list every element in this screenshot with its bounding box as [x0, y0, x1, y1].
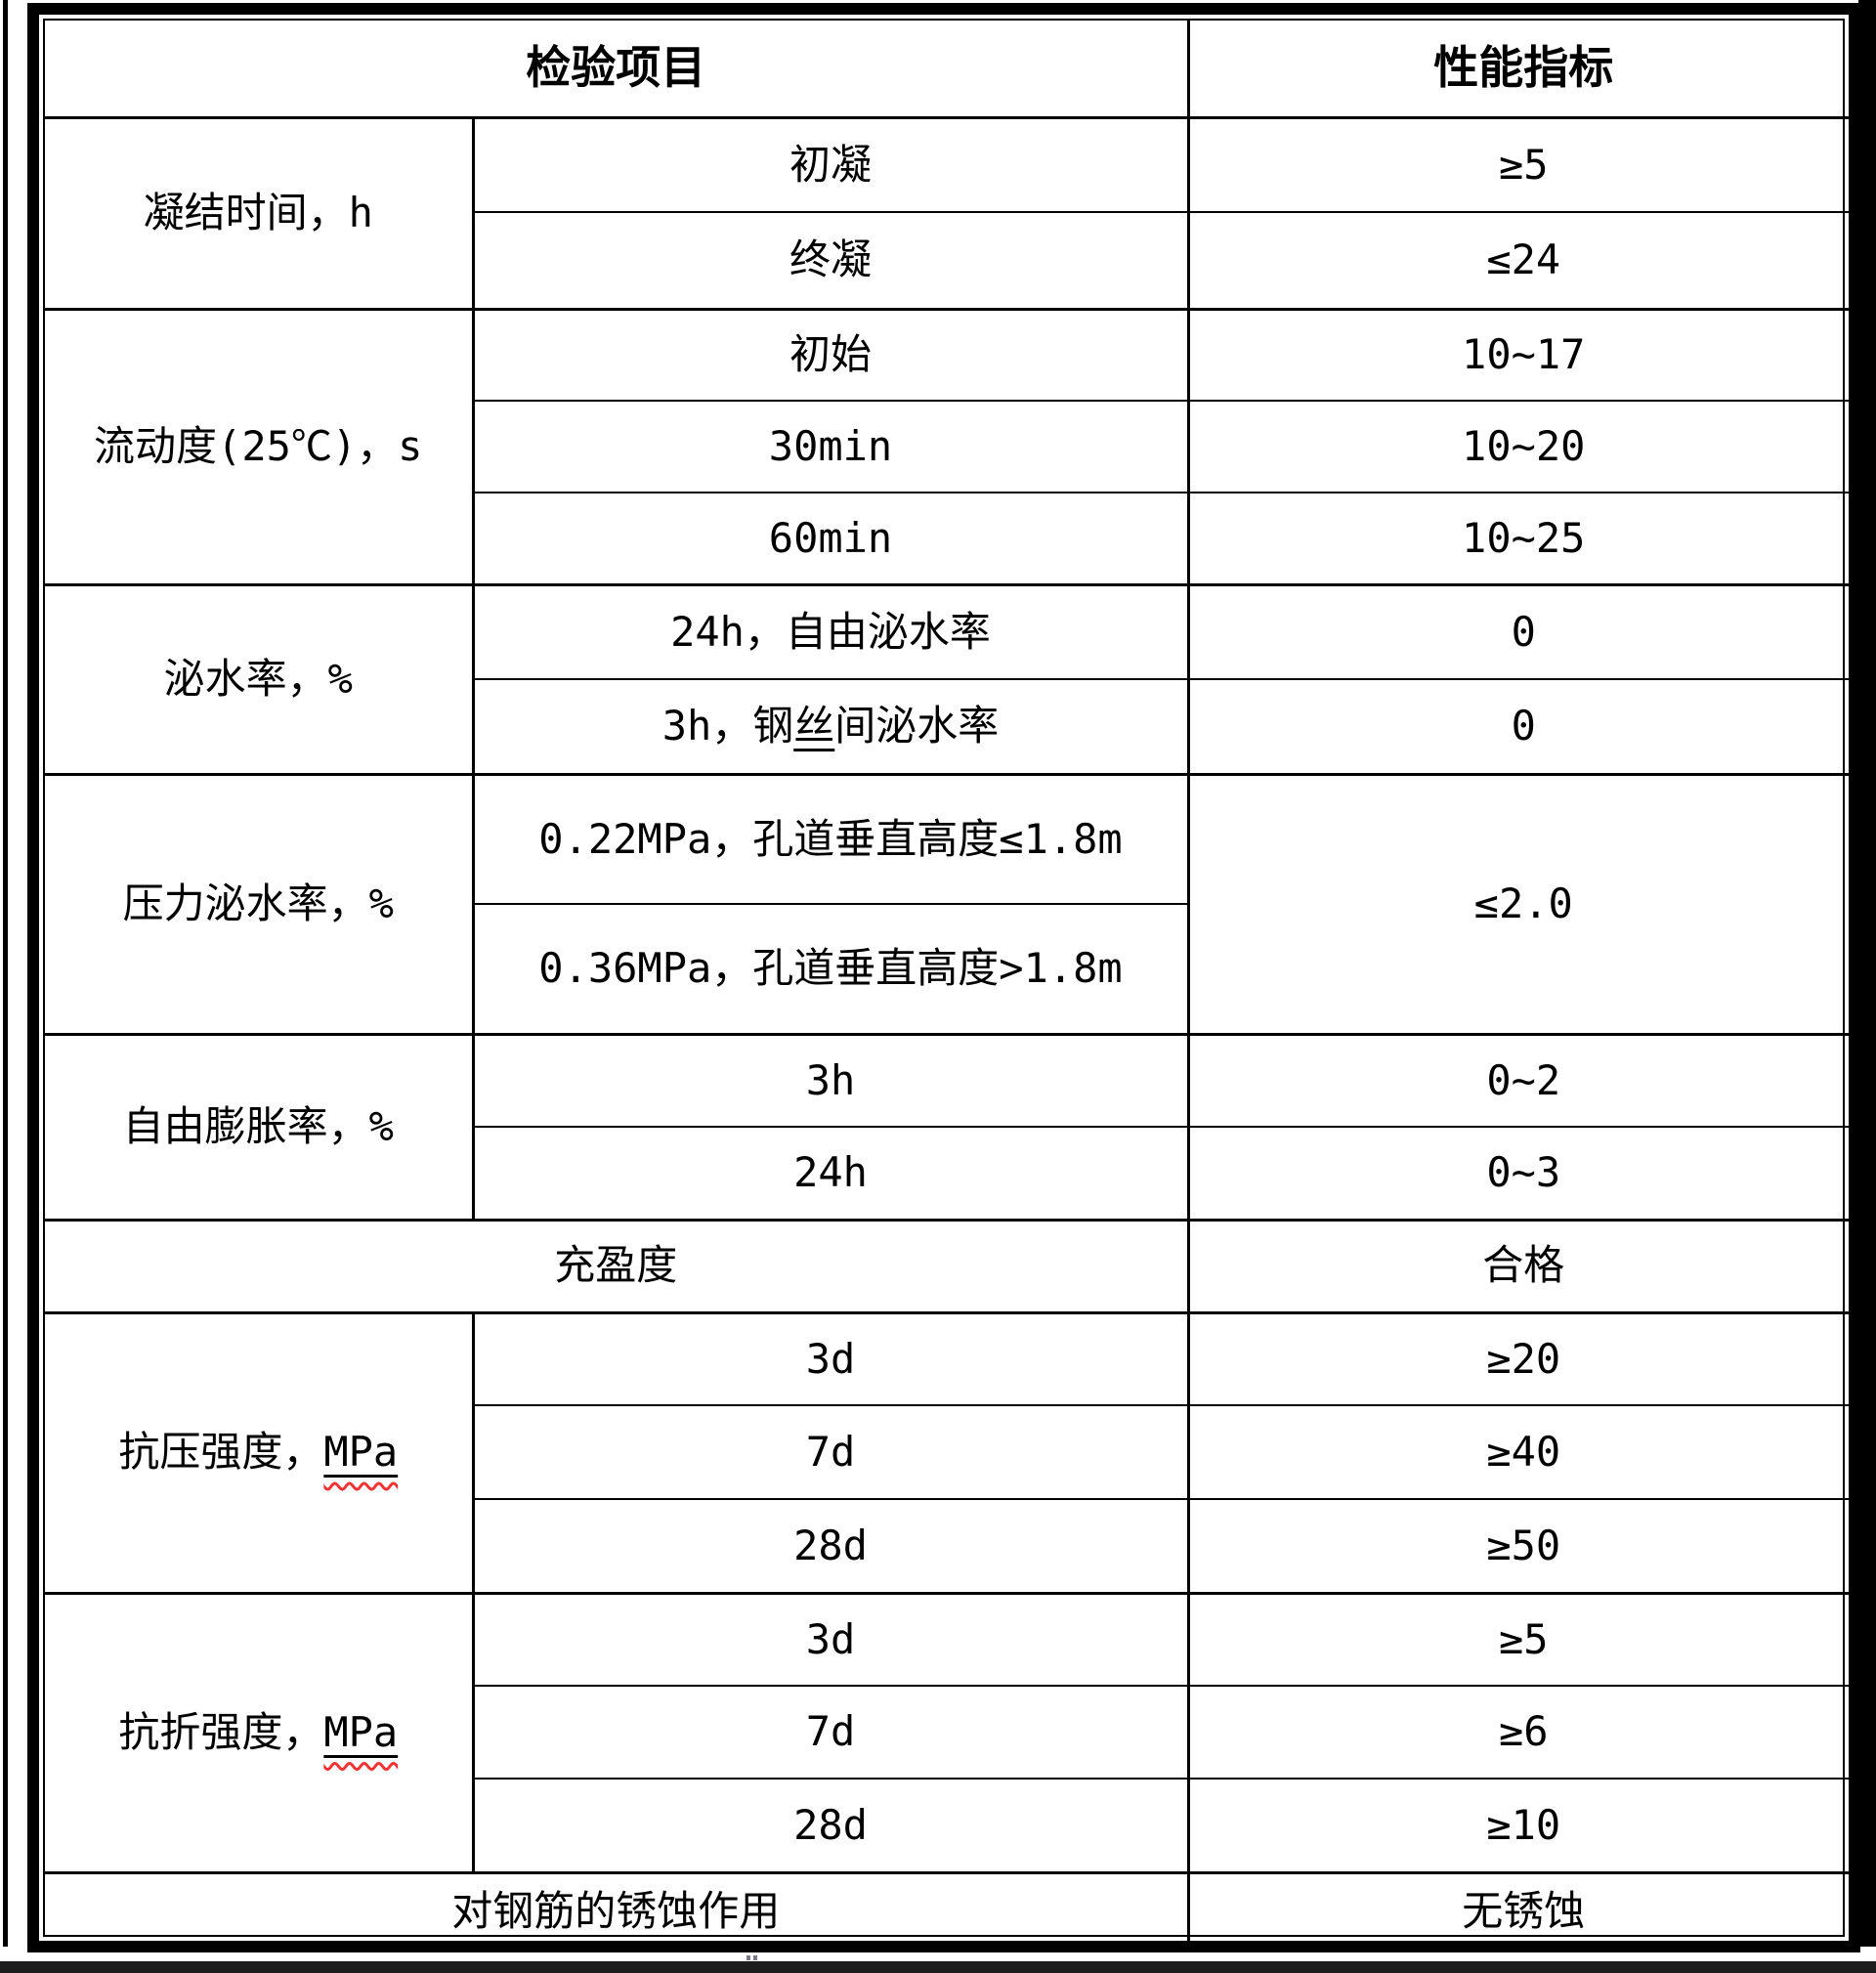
group-label-bleeding: 泌水率，% — [45, 582, 473, 774]
cell-flexural-7d-sub: 7d — [471, 1685, 1188, 1779]
row-fluidity-initial: 流动度(25℃)，s 初始 10~17 — [45, 307, 1857, 584]
cell-flexural-28d-sub: 28d — [471, 1778, 1188, 1872]
cell-expansion-24h-value: 0~3 — [1186, 1126, 1857, 1220]
cell-compressive-7d-sub: 7d — [471, 1404, 1188, 1499]
cell-compressive-7d-value: ≥40 — [1186, 1404, 1857, 1499]
group-label-compressive: 抗压强度，MPa — [45, 1310, 473, 1593]
artifact-dot — [753, 1955, 757, 1960]
cell-expansion-3h-value: 0~2 — [1186, 1032, 1857, 1127]
cell-fluidity-initial-sub: 初始 — [471, 307, 1188, 401]
group-label-fluidity: 流动度(25℃)，s — [45, 307, 473, 584]
page-bottom-bar — [0, 1961, 1876, 1973]
cell-bleeding-free-sub: 24h，自由泌水率 — [471, 582, 1188, 679]
spec-table: 检验项目 性能指标 凝结时间，h 初凝 ≥5 终凝 ≤24 流动度(25℃)，s… — [45, 21, 1857, 1949]
wire-sub-underlined-char: 丝 — [793, 702, 835, 751]
cell-flexural-28d-value: ≥10 — [1186, 1778, 1857, 1872]
row-corrosion: 对钢筋的锈蚀作用 无锈蚀 — [45, 1870, 1857, 1949]
flexural-unit-mpa: MPa — [323, 1707, 399, 1756]
wire-sub-prefix: 3h，钢 — [661, 702, 794, 751]
row-pressure-high: 0.36MPa，孔道垂直高度>1.8m — [45, 903, 1857, 1034]
cell-pressure-high-sub: 0.36MPa，孔道垂直高度>1.8m — [471, 903, 1188, 1034]
group-label-pressure-bleeding: 压力泌水率，% — [45, 772, 473, 1034]
compressive-unit-mpa: MPa — [323, 1428, 399, 1477]
row-fluidity-30min: 30min 10~20 — [45, 400, 1857, 493]
cell-pressure-low-sub: 0.22MPa，孔道垂直高度≤1.8m — [471, 772, 1188, 904]
page-right-border-bar — [1858, 0, 1876, 1947]
cell-fluidity-30min-value: 10~20 — [1186, 400, 1857, 493]
header-cell-item: 检验项目 — [526, 41, 706, 95]
cell-corrosion-label: 对钢筋的锈蚀作用 — [45, 1870, 1188, 1949]
cell-flexural-3d-sub: 3d — [471, 1591, 1188, 1686]
row-setting-final: 终凝 ≤24 — [45, 211, 1857, 309]
cell-expansion-24h-sub: 24h — [471, 1126, 1188, 1220]
cell-compressive-28d-value: ≥50 — [1186, 1498, 1857, 1593]
group-label-setting-time: 凝结时间，h — [45, 115, 473, 309]
table-outer-border: 检验项目 性能指标 凝结时间，h 初凝 ≥5 终凝 ≤24 流动度(25℃)，s… — [27, 3, 1860, 1952]
wire-sub-suffix: 间泌水率 — [834, 702, 1000, 751]
cell-bleeding-wire-value: 0 — [1186, 678, 1857, 774]
cell-setting-final-sub: 终凝 — [471, 211, 1188, 309]
cell-fluidity-30min-sub: 30min — [471, 400, 1188, 493]
compressive-unit-squiggle: MPa — [323, 1428, 398, 1476]
group-label-flexural: 抗折强度，MPa — [45, 1591, 473, 1872]
cell-setting-initial-sub: 初凝 — [471, 115, 1188, 212]
cell-corrosion-value: 无锈蚀 — [1186, 1870, 1857, 1949]
cell-pressure-merged-value: ≤2.0 — [1186, 772, 1857, 1034]
flexural-unit-squiggle: MPa — [323, 1708, 398, 1756]
row-fluidity-60min: 60min 10~25 — [45, 492, 1857, 584]
header-cell-index: 性能指标 — [1186, 21, 1857, 117]
row-compressive-28d: 28d ≥50 — [45, 1498, 1857, 1593]
header-row: 检验项目 性能指标 — [45, 21, 1857, 117]
row-fullness: 充盈度 合格 — [45, 1218, 1857, 1312]
row-flexural-28d: 28d ≥10 — [45, 1778, 1857, 1872]
compressive-label-prefix: 抗压强度， — [118, 1428, 324, 1477]
row-expansion-3h: 自由膨胀率，% 3h 0~2 — [45, 1032, 1857, 1220]
cell-compressive-3d-sub: 3d — [471, 1310, 1188, 1405]
row-setting-initial: 凝结时间，h 初凝 ≥5 — [45, 115, 1857, 309]
row-compressive-3d: 抗压强度，MPa 3d ≥20 — [45, 1310, 1857, 1593]
cell-setting-final-value: ≤24 — [1186, 211, 1857, 309]
row-flexural-3d: 抗折强度，MPa 3d ≥5 — [45, 1591, 1857, 1872]
flexural-label-prefix: 抗折强度， — [118, 1707, 324, 1756]
row-pressure-low: 压力泌水率，% 0.22MPa，孔道垂直高度≤1.8m ≤2.0 — [45, 772, 1857, 1034]
row-flexural-7d: 7d ≥6 — [45, 1685, 1857, 1779]
row-compressive-7d: 7d ≥40 — [45, 1404, 1857, 1499]
cell-compressive-28d-sub: 28d — [471, 1498, 1188, 1593]
cell-flexural-7d-value: ≥6 — [1186, 1685, 1857, 1779]
cell-bleeding-wire-sub: 3h，钢丝间泌水率 — [471, 678, 1188, 774]
cell-fluidity-initial-value: 10~17 — [1186, 307, 1857, 401]
cell-fullness-value: 合格 — [1186, 1218, 1857, 1312]
cell-compressive-3d-value: ≥20 — [1186, 1310, 1857, 1405]
row-expansion-24h: 24h 0~3 — [45, 1126, 1857, 1220]
page-left-border-line — [3, 0, 8, 1947]
cell-fullness-label: 充盈度 — [45, 1218, 1188, 1312]
cell-setting-initial-value: ≥5 — [1186, 115, 1857, 212]
group-label-expansion: 自由膨胀率，% — [45, 1032, 473, 1220]
cell-fluidity-60min-sub: 60min — [471, 492, 1188, 584]
row-bleeding-free: 泌水率，% 24h，自由泌水率 0 — [45, 582, 1857, 774]
artifact-dot — [746, 1955, 750, 1960]
cell-flexural-3d-value: ≥5 — [1186, 1591, 1857, 1686]
cell-fluidity-60min-value: 10~25 — [1186, 492, 1857, 584]
table-inner-border: 检验项目 性能指标 凝结时间，h 初凝 ≥5 终凝 ≤24 流动度(25℃)，s… — [43, 19, 1857, 1949]
row-bleeding-wire: 3h，钢丝间泌水率 0 — [45, 678, 1857, 774]
cell-expansion-3h-sub: 3h — [471, 1032, 1188, 1127]
cell-bleeding-free-value: 0 — [1186, 582, 1857, 679]
